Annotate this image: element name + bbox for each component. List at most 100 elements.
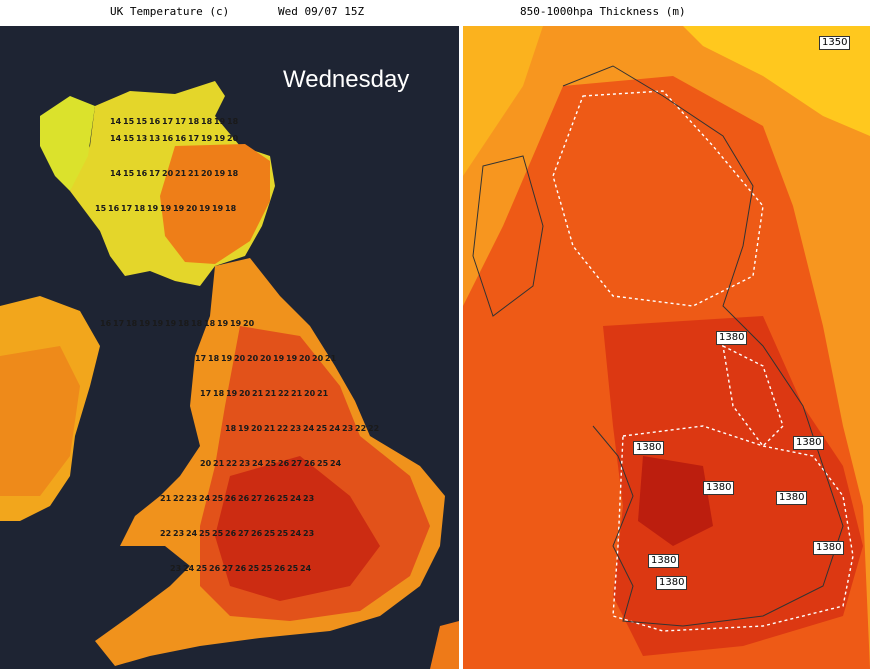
temperature-value: 20 (200, 459, 212, 468)
temperature-value: 21 (325, 354, 337, 363)
temperature-value: 18 (227, 117, 239, 126)
temperature-value: 23 (239, 459, 250, 468)
temperature-value: 20 (312, 354, 324, 363)
temperature-value: 24 (329, 424, 341, 433)
temperature-value: 24 (330, 459, 342, 468)
temperature-value: 18 (208, 354, 220, 363)
left-chart-title: UK Temperature (c) (110, 5, 230, 18)
temperature-value: 24 (300, 564, 312, 573)
temperature-value: 20 (304, 389, 316, 398)
temperature-value: 16 (162, 134, 174, 143)
temperature-value: 22 (173, 494, 184, 503)
temperature-value: 24 (252, 459, 264, 468)
temperature-value: 19 (147, 204, 159, 213)
temperature-value: 23 (303, 529, 314, 538)
temperature-value: 19 (139, 319, 151, 328)
temperature-value: 19 (173, 204, 185, 213)
panel-divider (459, 26, 463, 669)
contour-label-1380-b: 1380 (633, 441, 665, 455)
temperature-value: 14 (110, 134, 122, 143)
temperature-value: 23 (170, 564, 181, 573)
temperature-value: 23 (342, 424, 353, 433)
north-west-low-thickness (463, 26, 543, 176)
temperature-value: 13 (149, 134, 160, 143)
temperature-value: 19 (273, 354, 285, 363)
contour-label-1380-f: 1380 (813, 541, 845, 555)
temperature-value: 21 (175, 169, 187, 178)
temperature-value: 19 (221, 354, 233, 363)
temperature-value: 13 (136, 134, 147, 143)
temperature-value: 26 (251, 529, 263, 538)
chart-header: UK Temperature (c) Wed 09/07 15Z 850-100… (0, 0, 870, 26)
temperature-value: 20 (227, 134, 239, 143)
thickness-map-panel: 1350 1380 1380 1380 1380 1380 1380 1380 … (463, 26, 870, 669)
temperature-value: 18 (213, 389, 225, 398)
temperature-value: 15 (123, 169, 135, 178)
temperature-value: 21 (252, 389, 264, 398)
temperature-value: 25 (277, 529, 289, 538)
temperature-value: 21 (188, 169, 200, 178)
temperature-value: 21 (265, 389, 277, 398)
temperature-value: 17 (121, 204, 132, 213)
temperature-value: 21 (160, 494, 172, 503)
thickness-contour-east (722, 344, 784, 448)
temperature-value: 18 (191, 319, 203, 328)
temperature-value: 25 (212, 494, 224, 503)
temperature-value: 15 (123, 134, 135, 143)
temperature-value: 21 (213, 459, 225, 468)
temperature-value: 15 (123, 117, 135, 126)
ireland-warm-area (0, 346, 80, 496)
temperature-value: 23 (186, 494, 197, 503)
temperature-value: 14 (110, 169, 122, 178)
temperature-value: 20 (239, 389, 251, 398)
temperature-value: 16 (100, 319, 112, 328)
temperature-value: 22 (226, 459, 237, 468)
temperature-value: 18 (204, 319, 216, 328)
temperature-value: 26 (274, 564, 286, 573)
temperature-value: 19 (212, 204, 224, 213)
temperature-value: 26 (235, 564, 247, 573)
temperature-value: 23 (173, 529, 184, 538)
temperature-value: 15 (136, 117, 148, 126)
temperature-value: 20 (243, 319, 255, 328)
temperature-value: 20 (234, 354, 246, 363)
temperature-value: 27 (238, 529, 249, 538)
temperature-value: 16 (108, 204, 120, 213)
temperature-value: 21 (264, 424, 276, 433)
temperature-value: 22 (278, 389, 289, 398)
temperature-value: 19 (165, 319, 177, 328)
contour-label-1380-h: 1380 (656, 576, 688, 590)
temperature-value: 25 (264, 529, 276, 538)
temperature-value: 16 (149, 117, 161, 126)
temperature-value: 18 (225, 424, 237, 433)
temperature-value: 26 (225, 494, 237, 503)
temperature-value: 18 (134, 204, 146, 213)
western-isles (40, 96, 95, 191)
temperature-value: 27 (251, 494, 262, 503)
temperature-value: 18 (188, 117, 200, 126)
contour-label-1380-d: 1380 (703, 481, 735, 495)
temperature-value: 15 (95, 204, 107, 213)
temperature-value: 20 (201, 169, 213, 178)
temperature-value: 21 (291, 389, 303, 398)
temperature-value: 24 (290, 494, 302, 503)
temperature-value: 24 (290, 529, 302, 538)
temperature-value: 18 (201, 117, 213, 126)
right-chart-title: 850-1000hpa Thickness (m) (520, 5, 686, 18)
temperature-value: 25 (199, 529, 211, 538)
temperature-value: 21 (317, 389, 329, 398)
temperature-value: 17 (162, 117, 173, 126)
temperature-value: 18 (126, 319, 138, 328)
temperature-value: 18 (225, 204, 237, 213)
temperature-value: 27 (291, 459, 302, 468)
temperature-value: 20 (251, 424, 263, 433)
temperature-value: 25 (265, 459, 277, 468)
temperature-value: 16 (175, 134, 187, 143)
temperature-value: 27 (222, 564, 233, 573)
temperature-value: 25 (287, 564, 299, 573)
temperature-value: 20 (260, 354, 272, 363)
temperature-value: 22 (277, 424, 288, 433)
temperature-value: 19 (286, 354, 298, 363)
